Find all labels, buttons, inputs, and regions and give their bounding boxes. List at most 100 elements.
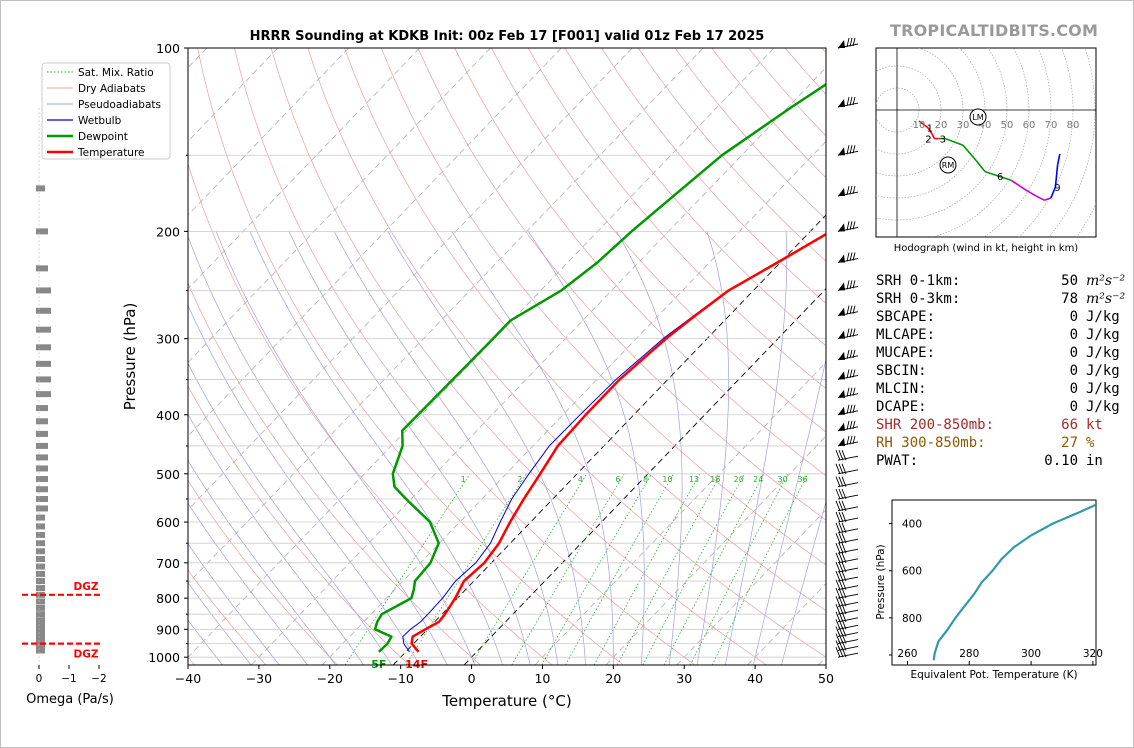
wind-barb [837,37,859,49]
mix-ratio-label: 20 [734,475,744,484]
pseudoadiabat [616,231,683,665]
wetbulb-line [402,289,729,653]
omega-bar [36,647,45,654]
x-tick-label: 20 [605,671,621,686]
omega-bar [36,465,48,472]
legend-label: Temperature [77,147,145,159]
mix-ratio-line [511,473,625,665]
omega-bar [36,585,45,592]
legend-label: Pseudoadiabats [78,99,161,111]
storm-motion-label: RM [942,161,955,170]
hodograph-segment [1054,164,1059,188]
mix-ratio-line [642,473,745,665]
wind-barb [837,145,859,156]
omega-axis-label: Omega (Pa/s) [26,692,114,707]
stat-label: SRH 0-3km: [876,291,961,307]
omega-bar [36,376,51,383]
pseudoadiabat [188,235,448,665]
stat-unit: J/kg [1086,363,1120,379]
stat-unit: in [1086,453,1103,469]
pseudoadiabat [188,543,280,665]
stat-row: MLCIN: 0 J/kg [876,380,1125,398]
mix-ratio-label: 30 [777,475,787,484]
wind-barb [835,579,859,591]
theta-e-data [932,503,1096,661]
stat-value: 0 [1069,399,1078,415]
stat-row: SHR 200-850mb: 66 kt [876,416,1125,434]
mix-ratio-line [541,473,653,665]
mix-ratio-label: 13 [689,475,699,484]
stat-label: SRH 0-1km: [876,273,961,289]
omega-bar [36,548,45,555]
omega-bar [36,430,48,437]
hodograph-segment [931,133,936,139]
temperature-line [410,232,826,653]
stat-row: SBCIN: 0 J/kg [876,362,1125,380]
stat-label: RH 300-850mb: [876,435,986,451]
stat-value: 0 [1069,309,1078,325]
pseudoadiabat [249,231,503,665]
omega-bar [36,442,48,449]
omega-bar [36,454,48,461]
omega-bar [36,505,48,512]
dry-adiabat [454,48,826,477]
wind-barb [835,570,859,582]
wind-barb [837,369,859,380]
storm-motion-marker [939,156,957,174]
stat-row: DCAPE: 0 J/kg [876,398,1125,416]
omega-bar [36,391,51,398]
dry-adiabat [234,48,696,665]
theta-e-plot: 260 280 300 320 400 600 800 Equivalent Pot. Tem… [875,499,1103,681]
wind-barb [835,450,859,461]
wind-barb [835,561,859,573]
isotherm [188,48,491,364]
wind-barb [837,305,859,317]
dry-adiabat [601,48,826,304]
wind-barb [837,387,859,399]
hodograph-height-label: 1 [927,124,933,135]
pseudoadiabat [188,362,392,665]
theta-e-x-tick-label: 320 [1083,648,1103,660]
y-tick-label: 400 [156,408,180,423]
isotherm [188,48,633,511]
omega-bar [36,360,51,367]
hodograph-segment [984,170,999,177]
wind-barb [837,252,859,263]
dgz-label: DGZ [74,649,99,661]
x-tick-label: −20 [317,671,343,686]
isotherm-minus10 [392,214,826,665]
x-tick-label: −10 [387,671,413,686]
dry-adiabat [344,48,826,612]
dry-adiabat [491,48,826,433]
hodograph-ring-label: 70 [1045,120,1058,131]
hodograph-caption: Hodograph (wind in kt, height in km) [894,243,1079,254]
x-tick-label: 50 [818,671,834,686]
stat-unit: kt [1086,417,1103,433]
pseudoadiabat [333,231,559,665]
dry-adiabat [188,282,481,665]
omega-bar [36,611,45,618]
isotherm [605,435,826,665]
theta-e-x-tick-label: 280 [959,648,979,660]
stat-value: 0.10 [1044,453,1078,469]
mix-ratio-label: 6 [615,475,620,484]
stat-row: SRH 0-1km: 50 m²s⁻² [876,272,1125,290]
storm-motion-label: LM [972,113,983,122]
stat-row: SRH 0-3km: 78 m²s⁻² [876,290,1125,308]
brand-watermark: TROPICALTIDBITS.COM [890,21,1099,40]
stat-value: 0 [1069,363,1078,379]
wind-barb [837,404,859,416]
hodograph-segment [1044,197,1052,201]
mix-ratio-line [616,473,722,665]
mix-ratio-line [711,473,809,665]
omega-bar [36,476,48,483]
y-tick-label: 100 [156,41,180,56]
theta-e-y-tick-label: 400 [902,519,922,531]
theta-e-frame [891,499,1097,666]
legend-label: Dry Adiabats [78,83,146,95]
wind-barb [835,463,859,475]
hodograph-height-label: 6 [997,172,1003,183]
theta-e-line [932,503,1096,661]
hodograph-segment [962,144,977,162]
pseudoadiabat [387,231,586,665]
